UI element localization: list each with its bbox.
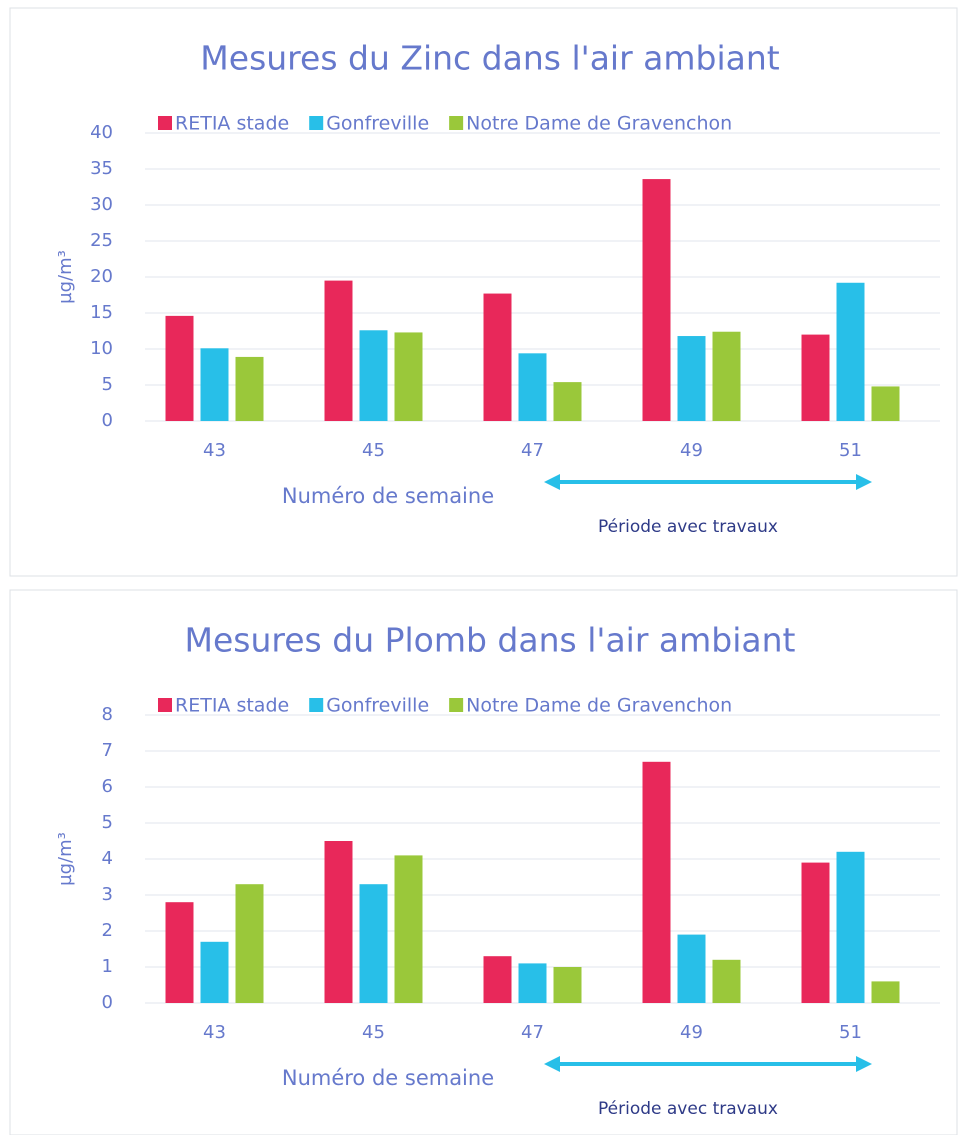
bar [553,967,582,1003]
bar [359,330,388,421]
x-tick-label: 47 [521,1022,544,1043]
x-tick-label: 45 [362,1022,385,1043]
x-tick-label: 49 [680,440,703,461]
panel [9,589,958,1135]
x-tick-label: 43 [203,1022,226,1043]
legend-swatch [158,698,172,712]
y-tick-label: 0 [102,992,113,1013]
y-tick-label: 7 [102,740,113,761]
y-axis-label: µg/m³ [55,832,76,886]
legend-swatch [309,116,324,130]
legend-label: Notre Dame de Gravenchon [466,695,732,717]
legend-label: Gonfreville [326,113,429,135]
y-tick-label: 8 [102,704,113,725]
legend-label: Notre Dame de Gravenchon [466,113,732,135]
y-axis-label: µg/m³ [55,250,76,304]
bar [200,941,229,1003]
legend-swatch [449,116,464,130]
bar [712,331,741,421]
bar [553,382,582,421]
bar [394,855,423,1003]
y-tick-label: 0 [102,410,113,431]
y-tick-label: 5 [102,374,113,395]
x-tick-label: 43 [203,440,226,461]
x-axis-label: Numéro de semaine [282,1066,494,1090]
bar [871,386,900,421]
bar [483,956,512,1003]
bar [165,315,194,421]
y-tick-label: 2 [102,920,113,941]
chart-title: Mesures du Zinc dans l'air ambiant [200,39,779,78]
bar [642,179,671,421]
y-tick-label: 20 [90,266,113,287]
bar [200,348,229,421]
legend-label: RETIA stade [175,113,289,135]
annotation: Période avec travaux [598,1099,778,1119]
bar [836,851,865,1003]
x-tick-label: 47 [521,440,544,461]
y-tick-label: 25 [90,230,113,251]
bar [801,334,830,421]
legend-label: Gonfreville [326,695,429,717]
x-axis-label: Numéro de semaine [282,484,494,508]
y-tick-label: 10 [90,338,113,359]
bar [871,981,900,1003]
bar [801,862,830,1003]
legend-label: RETIA stade [175,695,289,717]
y-tick-label: 15 [90,302,113,323]
bar [677,336,706,421]
y-tick-label: 6 [102,776,113,797]
bar [483,293,512,421]
y-tick-label: 30 [90,194,113,215]
bar [235,884,264,1003]
y-tick-label: 3 [102,884,113,905]
bar [518,963,547,1003]
bar [642,761,671,1003]
bar [235,356,264,421]
y-tick-label: 5 [102,812,113,833]
chart-title: Mesures du Plomb dans l'air ambiant [185,621,796,660]
bar [518,353,547,421]
x-tick-label: 45 [362,440,385,461]
legend-swatch [158,116,172,130]
bar [394,332,423,421]
bar [677,934,706,1003]
bar [324,280,353,421]
bar [359,884,388,1003]
bar [712,959,741,1003]
bar [836,282,865,421]
x-tick-label: 49 [680,1022,703,1043]
y-tick-label: 35 [90,158,113,179]
legend-swatch [309,698,324,712]
x-tick-label: 51 [839,1022,862,1043]
bar [165,902,194,1003]
y-tick-label: 1 [102,956,113,977]
x-tick-label: 51 [839,440,862,461]
legend-swatch [449,698,464,712]
y-tick-label: 40 [90,122,113,143]
y-tick-label: 4 [102,848,113,869]
bar [324,841,353,1003]
annotation: Période avec travaux [598,517,778,537]
